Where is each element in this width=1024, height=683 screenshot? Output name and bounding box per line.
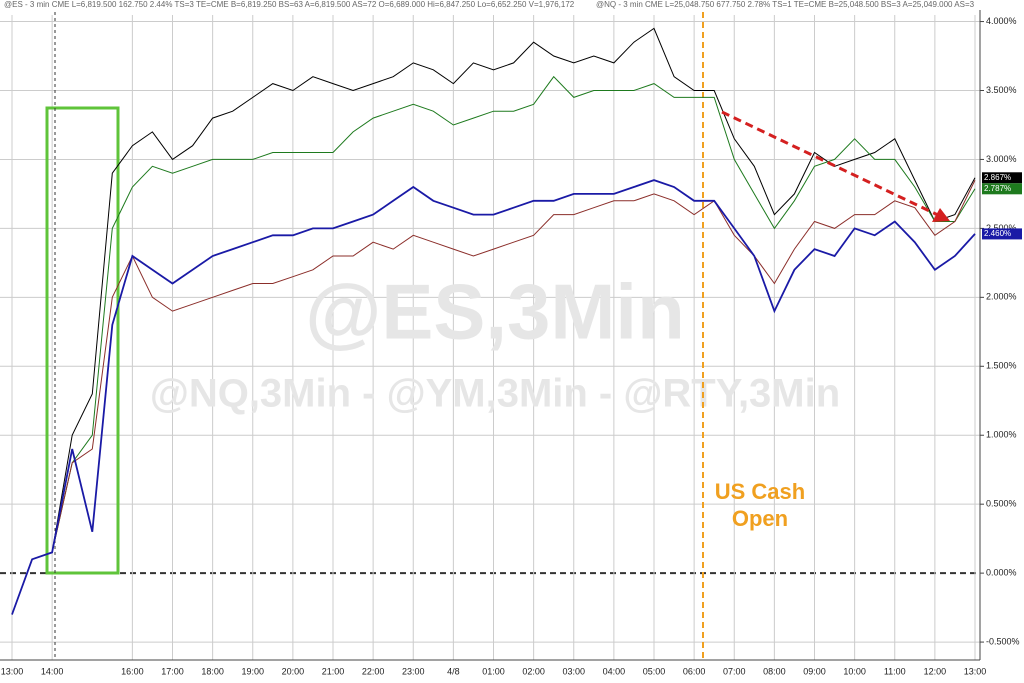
- x-tick-label: 22:00: [362, 666, 385, 676]
- y-tick-label: 3.000%: [986, 154, 1017, 164]
- y-tick-label: 3.500%: [986, 85, 1017, 95]
- x-tick-label: 04:00: [603, 666, 626, 676]
- series-line: [11, 179, 976, 615]
- y-tick-label: -0.500%: [986, 636, 1020, 646]
- last-value-label: 2.460%: [984, 229, 1011, 238]
- x-tick-label: 02:00: [522, 666, 545, 676]
- x-tick-label: 12:00: [924, 666, 947, 676]
- x-tick-label: 07:00: [723, 666, 746, 676]
- last-value-box: [982, 183, 1022, 195]
- x-tick-label: 13:00: [1, 666, 24, 676]
- x-tick-label: 21:00: [322, 666, 345, 676]
- x-tick-label: 08:00: [763, 666, 786, 676]
- last-value-label: 2.867%: [984, 173, 1011, 182]
- series-line: [11, 179, 976, 615]
- x-tick-label: 06:00: [683, 666, 706, 676]
- x-tick-label: 11:00: [884, 666, 906, 676]
- x-tick-label: 4/8: [447, 666, 460, 676]
- y-tick-label: 1.000%: [986, 430, 1017, 440]
- sub-watermark: @NQ,3Min - @YM,3Min - @RTY,3Min: [150, 372, 840, 416]
- lines: [11, 27, 976, 615]
- x-tick-label: 01:00: [482, 666, 505, 676]
- y-tick-label: 0.000%: [986, 568, 1017, 578]
- annotation: Open: [732, 506, 788, 531]
- header-right: @NQ - 3 min CME L=25,048.750 677.750 2.7…: [596, 0, 975, 9]
- x-tick-label: 16:00: [121, 666, 144, 676]
- x-tick-label: 17:00: [161, 666, 184, 676]
- x-tick-label: 18:00: [201, 666, 224, 676]
- x-tick-label: 19:00: [241, 666, 264, 676]
- series-line: [11, 27, 976, 615]
- x-tick-label: 23:00: [402, 666, 425, 676]
- last-value-box: [982, 228, 1022, 240]
- last-value-label: 2.787%: [984, 184, 1011, 193]
- series-line: [11, 75, 976, 615]
- trend-arrow-head: [932, 208, 950, 222]
- x-tick-label: 10:00: [843, 666, 866, 676]
- watermark: @ES,3Min: [305, 268, 684, 356]
- y-tick-label: 4.000%: [986, 16, 1017, 26]
- y-tick-label: 1.500%: [986, 361, 1017, 371]
- x-tick-label: 13:00: [964, 666, 987, 676]
- y-tick-label: 2.000%: [986, 292, 1017, 302]
- x-tick-label: 14:00: [41, 666, 64, 676]
- x-tick-label: 20:00: [282, 666, 305, 676]
- last-value-box: [982, 172, 1022, 184]
- x-tick-label: 09:00: [803, 666, 826, 676]
- annotation: US Cash: [715, 479, 805, 504]
- x-tick-label: 03:00: [562, 666, 585, 676]
- y-tick-label: 2.500%: [986, 223, 1017, 233]
- highlight-box: [45, 106, 120, 575]
- y-tick-label: 0.500%: [986, 499, 1017, 509]
- trend-arrow: [721, 110, 941, 218]
- header-left: @ES - 3 min CME L=6,819.500 162.750 2.44…: [4, 0, 575, 9]
- x-tick-label: 05:00: [643, 666, 666, 676]
- grid: [0, 15, 980, 660]
